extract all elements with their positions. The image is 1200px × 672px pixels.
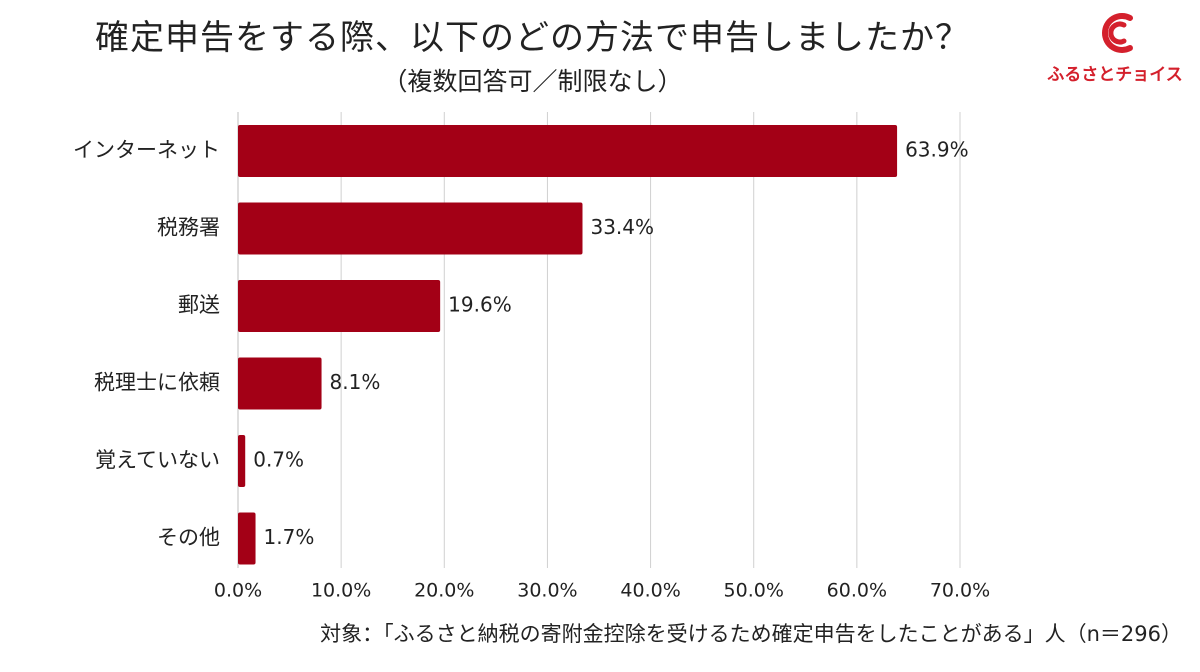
bar bbox=[238, 357, 322, 410]
survey-footnote: 対象：「ふるさと納税の寄附金控除を受けるため確定申告をしたことがある」人（n＝2… bbox=[320, 622, 1182, 646]
x-tick-label: 70.0% bbox=[930, 580, 990, 602]
value-label: 1.7% bbox=[264, 525, 315, 549]
category-label: 郵送 bbox=[178, 293, 220, 317]
x-tick-label: 30.0% bbox=[517, 580, 577, 602]
bar bbox=[238, 280, 441, 332]
x-axis-tick-labels: 0.0% 10.0% 20.0% 30.0% 40.0% 50.0% 60.0% 70.0% bbox=[214, 580, 990, 602]
chart-gridlines bbox=[237, 112, 961, 568]
x-tick-label: 0.0% bbox=[214, 580, 262, 602]
brand-logo: ふるさとチョイス bbox=[1040, 8, 1190, 88]
x-tick-label: 50.0% bbox=[724, 580, 784, 602]
bar bbox=[238, 435, 246, 487]
bar bbox=[238, 202, 583, 255]
category-label: 税務署 bbox=[157, 216, 220, 240]
furusato-choice-c-logo-icon bbox=[1102, 13, 1133, 53]
x-tick-label: 60.0% bbox=[827, 580, 887, 602]
chart-subtitle: （複数回答可／制限なし） bbox=[382, 67, 683, 96]
chart-title: 確定申告をする際、以下のどの方法で申告しましたか？ bbox=[95, 18, 970, 58]
value-label: 8.1% bbox=[330, 370, 381, 394]
brand-logo-text: ふるさとチョイス bbox=[1047, 65, 1183, 85]
category-label: 覚えていない bbox=[95, 448, 220, 472]
value-label: 63.9% bbox=[905, 138, 969, 162]
x-tick-label: 40.0% bbox=[620, 580, 680, 602]
category-label: インターネット bbox=[73, 138, 220, 162]
bar bbox=[238, 512, 256, 565]
value-labels: 63.9% 33.4% 19.6% 8.1% 0.7% 1.7% bbox=[253, 138, 968, 550]
bar bbox=[238, 125, 898, 177]
x-tick-label: 20.0% bbox=[414, 580, 474, 602]
category-label: その他 bbox=[157, 526, 220, 550]
category-label: 税理士に依頼 bbox=[94, 371, 220, 395]
value-label: 0.7% bbox=[253, 448, 304, 472]
value-label: 33.4% bbox=[590, 215, 654, 239]
chart-bars bbox=[238, 125, 898, 565]
x-tick-label: 10.0% bbox=[311, 580, 371, 602]
value-label: 19.6% bbox=[448, 293, 512, 317]
